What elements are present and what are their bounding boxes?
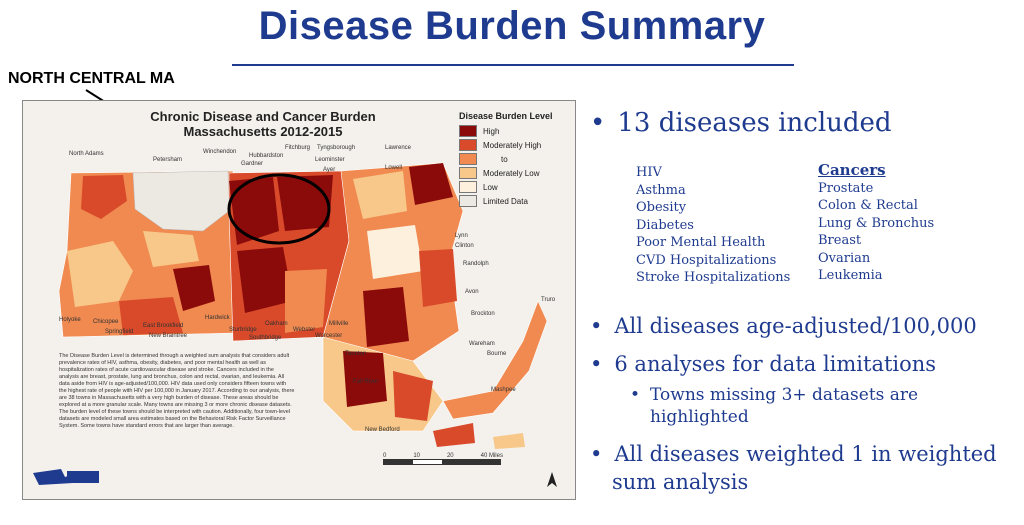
legend-item: to <box>459 152 569 166</box>
legend-item: High <box>459 124 569 138</box>
svg-text:Lowell: Lowell <box>385 165 402 171</box>
bullet-diseases-included: • 13 diseases included <box>590 108 892 138</box>
list-item: Asthma <box>636 182 686 198</box>
svg-text:Avon: Avon <box>465 289 479 295</box>
massachusetts-map: North Adams Petersham Winchendon Hubbard… <box>23 101 575 499</box>
svg-text:Southbridge: Southbridge <box>249 335 282 341</box>
svg-text:New Bedford: New Bedford <box>365 427 400 433</box>
svg-text:Wareham: Wareham <box>469 341 495 347</box>
svg-text:New Braintree: New Braintree <box>149 333 188 339</box>
legend-swatch-low <box>459 181 477 193</box>
svg-text:Randolph: Randolph <box>463 261 489 267</box>
state-logo <box>33 469 99 485</box>
bullet-age-adjusted: • All diseases age-adjusted/100,000 <box>590 314 977 338</box>
list-item: Stroke Hospitalizations <box>636 270 791 285</box>
legend-item: Limited Data <box>459 194 569 208</box>
svg-text:Sturbridge: Sturbridge <box>229 327 257 333</box>
list-item: Prostate <box>818 180 874 196</box>
legend-swatch-moderately-high <box>459 139 477 151</box>
legend-swatch-limited <box>459 195 477 207</box>
list-item: HIV <box>636 165 662 180</box>
svg-text:Clinton: Clinton <box>455 243 474 249</box>
bullet-dot: • <box>590 108 606 138</box>
svg-text:Fall River: Fall River <box>353 379 378 385</box>
svg-text:Brockton: Brockton <box>471 311 495 317</box>
cancer-list: Cancers Prostate Colon & Rectal Lung & B… <box>818 161 935 285</box>
svg-text:Gardner: Gardner <box>241 161 263 167</box>
svg-text:Bourne: Bourne <box>487 351 507 357</box>
legend-title: Disease Burden Level <box>459 111 553 121</box>
svg-text:Leominster: Leominster <box>315 157 345 163</box>
map-title: Chronic Disease and Cancer Burden Massac… <box>150 109 376 139</box>
callout-label: NORTH CENTRAL MA <box>8 70 175 87</box>
legend-swatch-mid <box>459 153 477 165</box>
svg-text:Lawrence: Lawrence <box>385 145 412 151</box>
svg-text:Fitchburg: Fitchburg <box>285 145 310 151</box>
svg-text:Taunton: Taunton <box>345 351 366 357</box>
svg-text:North Adams: North Adams <box>69 151 104 157</box>
map-panel: North Adams Petersham Winchendon Hubbard… <box>22 100 576 500</box>
svg-text:Tyngsborough: Tyngsborough <box>317 145 355 151</box>
list-item: CVD Hospitalizations <box>636 252 777 268</box>
svg-text:Ayer: Ayer <box>323 167 335 173</box>
svg-text:Millville: Millville <box>329 321 349 327</box>
legend-swatch-high <box>459 125 477 137</box>
scale-bar: 0 10 20 40 Miles <box>383 453 533 465</box>
svg-text:Hardwick: Hardwick <box>205 315 231 321</box>
list-item: Colon & Rectal <box>818 198 918 213</box>
map-note: The Disease Burden Level is determined t… <box>59 353 295 429</box>
list-item: Obesity <box>636 200 687 215</box>
svg-text:Webster: Webster <box>293 327 315 333</box>
bullet-weighted: • All diseases weighted 1 in weighted sum… <box>590 442 997 494</box>
disease-list: HIV Asthma Obesity Diabetes Poor Mental … <box>636 164 790 287</box>
list-item: Lung & Bronchus <box>818 215 935 231</box>
title-underline <box>232 64 794 66</box>
map-legend: Disease Burden Level High Moderately Hig… <box>459 111 569 208</box>
list-item: Ovarian <box>818 250 871 266</box>
svg-text:Holyoke: Holyoke <box>59 317 81 323</box>
list-item: Diabetes <box>636 217 694 233</box>
svg-text:Worcester: Worcester <box>315 333 342 339</box>
list-item: Poor Mental Health <box>636 235 766 250</box>
cancers-heading: Cancers <box>818 161 886 179</box>
north-arrow-icon <box>547 472 557 487</box>
bullet-analyses: • 6 analyses for data limitations <box>590 352 937 376</box>
legend-item: Moderately High <box>459 138 569 152</box>
svg-text:Lynn: Lynn <box>455 233 468 239</box>
list-item: Breast <box>818 233 862 248</box>
sub-bullet-towns-missing: • Towns missing 3+ datasets are highlight… <box>630 385 919 427</box>
svg-text:Chicopee: Chicopee <box>93 319 119 325</box>
svg-text:Springfield: Springfield <box>105 329 133 335</box>
svg-text:Petersham: Petersham <box>153 157 182 163</box>
legend-swatch-moderately-low <box>459 167 477 179</box>
svg-text:Truro: Truro <box>541 297 556 303</box>
svg-text:Winchendon: Winchendon <box>203 149 236 155</box>
svg-text:Oakham: Oakham <box>265 321 288 327</box>
svg-text:Hubbardston: Hubbardston <box>249 153 283 159</box>
svg-text:Mashpee: Mashpee <box>491 387 516 393</box>
list-item: Leukemia <box>818 268 883 283</box>
legend-item: Moderately Low <box>459 166 569 180</box>
legend-item: Low <box>459 180 569 194</box>
svg-text:East Brookfield: East Brookfield <box>143 323 183 329</box>
slide-title: Disease Burden Summary <box>258 4 766 48</box>
